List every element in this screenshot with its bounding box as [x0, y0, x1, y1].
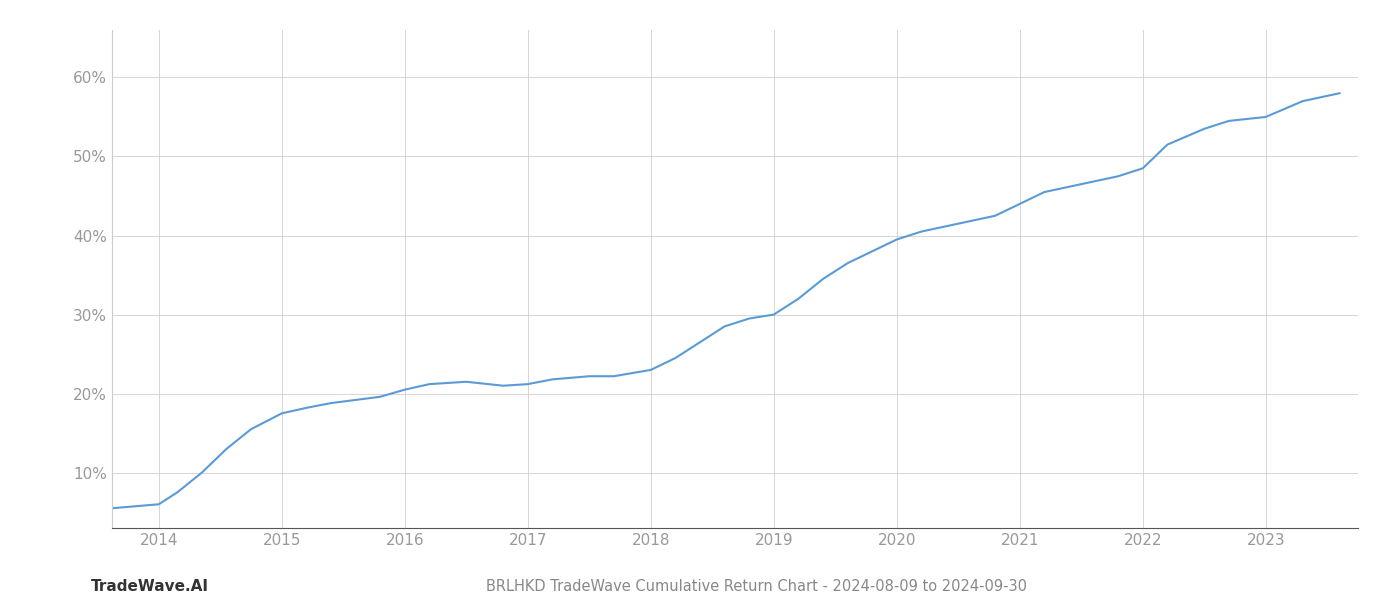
Text: BRLHKD TradeWave Cumulative Return Chart - 2024-08-09 to 2024-09-30: BRLHKD TradeWave Cumulative Return Chart…	[486, 579, 1026, 594]
Text: TradeWave.AI: TradeWave.AI	[91, 579, 209, 594]
